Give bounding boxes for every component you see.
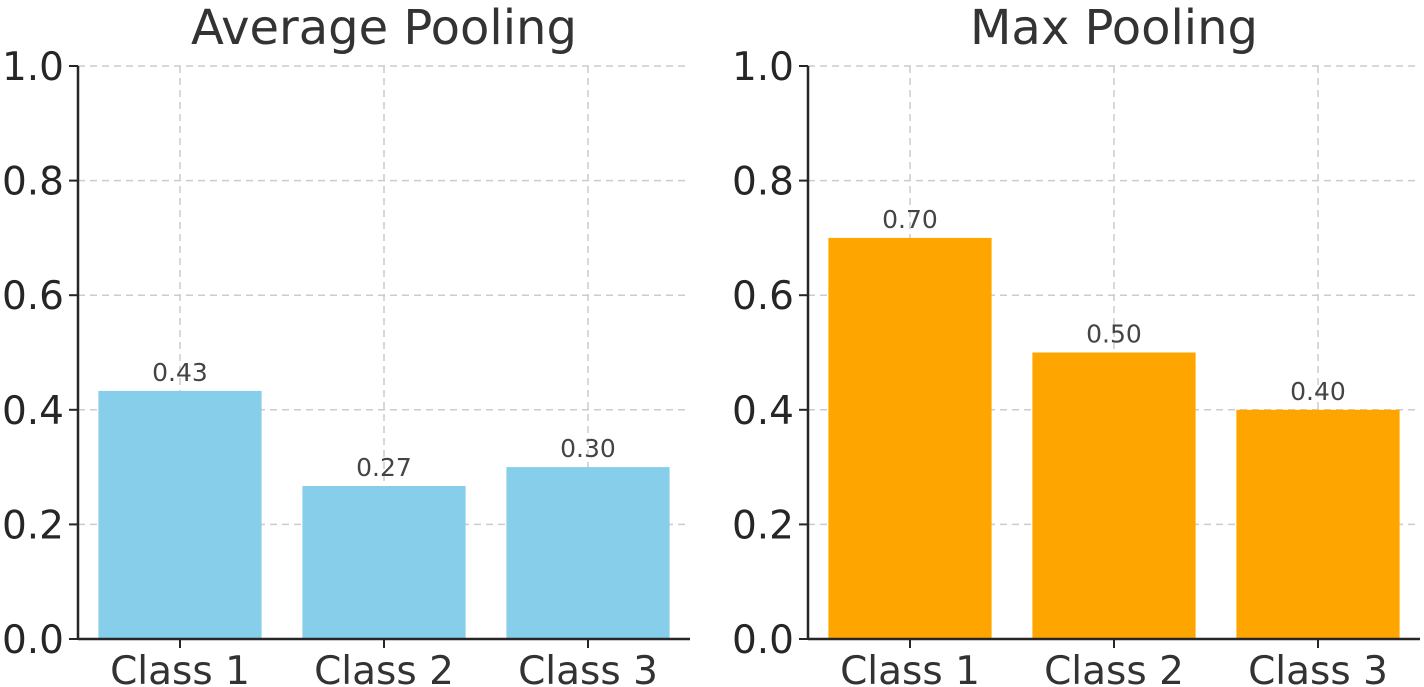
bar-value-label: 0.50 bbox=[1086, 320, 1142, 349]
bar-value-label: 0.27 bbox=[356, 453, 412, 482]
y-tick-label: 0.2 bbox=[732, 503, 794, 548]
y-tick-label: 0.6 bbox=[2, 274, 64, 319]
bar-value-label: 0.43 bbox=[152, 358, 208, 387]
bar bbox=[506, 467, 670, 639]
max-pooling-panel: Max Pooling 0.0 0.2 0.4 0.6 0.8 1.0 0.70 Class … bbox=[732, 0, 1420, 687]
bar-value-label: 0.30 bbox=[560, 434, 616, 463]
bar-value-label: 0.40 bbox=[1290, 377, 1346, 406]
bar bbox=[1236, 409, 1400, 639]
y-tick-label: 0.2 bbox=[2, 503, 64, 548]
y-tick-label: 0.4 bbox=[2, 389, 64, 434]
x-tick-label: Class 3 bbox=[518, 649, 658, 687]
chart-title: Average Pooling bbox=[191, 0, 577, 56]
y-tick-label: 0.8 bbox=[2, 160, 64, 205]
x-tick-label: Class 1 bbox=[110, 649, 250, 687]
bar bbox=[828, 237, 992, 639]
x-tick-label: Class 2 bbox=[314, 649, 454, 687]
y-tick-label: 1.0 bbox=[2, 45, 64, 90]
bar bbox=[98, 390, 262, 639]
y-tick-label: 0.4 bbox=[732, 389, 794, 434]
x-tick-label: Class 1 bbox=[840, 649, 980, 687]
bar bbox=[302, 486, 466, 639]
bar bbox=[1032, 352, 1196, 639]
average-pooling-panel: Average Pooling 0.0 0.2 0.4 0.6 0.8 1.0 0.43 Cl… bbox=[2, 0, 690, 687]
y-tick-label: 0.0 bbox=[2, 618, 64, 663]
x-tick-label: Class 3 bbox=[1248, 649, 1388, 687]
y-tick-label: 0.6 bbox=[732, 274, 794, 319]
y-tick-label: 0.8 bbox=[732, 160, 794, 205]
y-tick-label: 1.0 bbox=[732, 45, 794, 90]
chart-title: Max Pooling bbox=[970, 0, 1258, 56]
bar-value-label: 0.70 bbox=[882, 205, 938, 234]
x-tick-label: Class 2 bbox=[1044, 649, 1184, 687]
y-tick-label: 0.0 bbox=[732, 618, 794, 663]
